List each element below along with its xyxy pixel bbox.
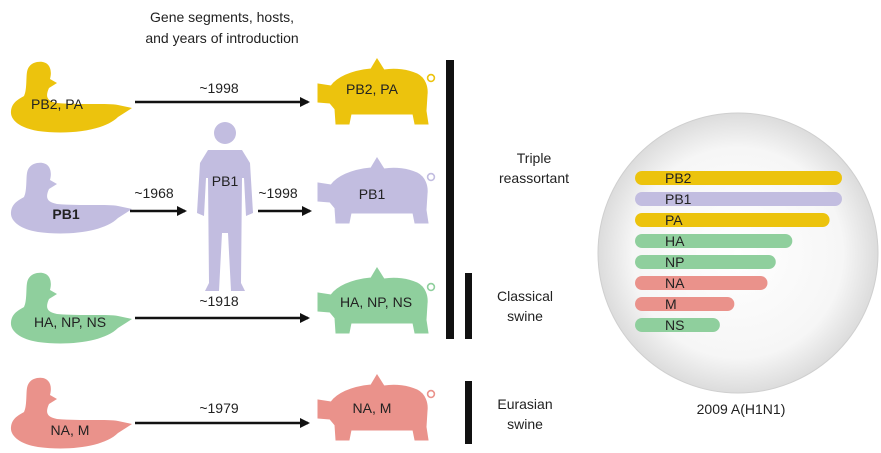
eurasian-swine-label-1: Eurasian [497,396,552,412]
duck-icon [10,272,132,344]
classical-swine-bracket [465,273,472,339]
eurasian-swine-label-2: swine [507,416,543,432]
row-pb2-pa: PB2, PA ~1998 PB2, PA [10,58,436,133]
eurasian-swine-bracket [465,381,472,444]
segment-bar-ns [635,318,720,332]
segment-bar-pb1 [635,192,842,206]
segment-label-ha: HA [665,233,685,249]
pig-label: NA, M [353,400,392,416]
segment-label-pa: PA [665,212,683,228]
classical-swine-label-2: swine [507,308,543,324]
year-label-to-human: ~1968 [134,185,174,201]
year-label-to-pig: ~1998 [258,185,298,201]
row-na-m: NA, M ~1979 NA, M [10,374,436,449]
year-label: ~1918 [199,293,239,309]
segment-bar-na [635,276,768,290]
triple-reassortant-label-2: reassortant [499,170,569,186]
segment-bar-m [635,297,735,311]
duck-label: HA, NP, NS [34,314,106,330]
triple-reassortant-label-1: Triple [517,150,552,166]
year-label: ~1998 [199,80,239,96]
human-icon [197,122,253,291]
virus-particle [597,112,879,394]
duck-label: PB2, PA [31,96,84,112]
segment-list: PB2 PB1 PA HA NP NA M NS [635,170,842,333]
duck-icon [10,162,132,234]
virus-caption: 2009 A(H1N1) [697,401,786,417]
pig-label: PB1 [359,186,386,202]
segment-label-pb2: PB2 [665,170,692,186]
duck-label: PB1 [52,206,79,222]
segment-label-pb1: PB1 [665,191,692,207]
human-label: PB1 [212,173,239,189]
duck-label: NA, M [51,422,90,438]
pig-label: HA, NP, NS [340,294,412,310]
segment-label-m: M [665,296,677,312]
year-label: ~1979 [199,400,239,416]
segment-bar-np [635,255,776,269]
segment-label-na: NA [665,275,685,291]
header-line-2: and years of introduction [145,30,298,46]
pig-label: PB2, PA [346,81,399,97]
segment-label-np: NP [665,254,684,270]
segment-bar-pa [635,213,830,227]
segment-bar-ha [635,234,793,248]
row-ha-np-ns: HA, NP, NS ~1918 HA, NP, NS [10,267,436,344]
segment-label-ns: NS [665,317,684,333]
row-pb1: PB1 ~1968 PB1 ~1998 PB1 [10,122,436,291]
triple-reassortant-bracket [446,60,454,339]
segment-bar-pb2 [635,171,842,185]
header-line-1: Gene segments, hosts, [150,9,294,25]
classical-swine-label-1: Classical [497,288,553,304]
